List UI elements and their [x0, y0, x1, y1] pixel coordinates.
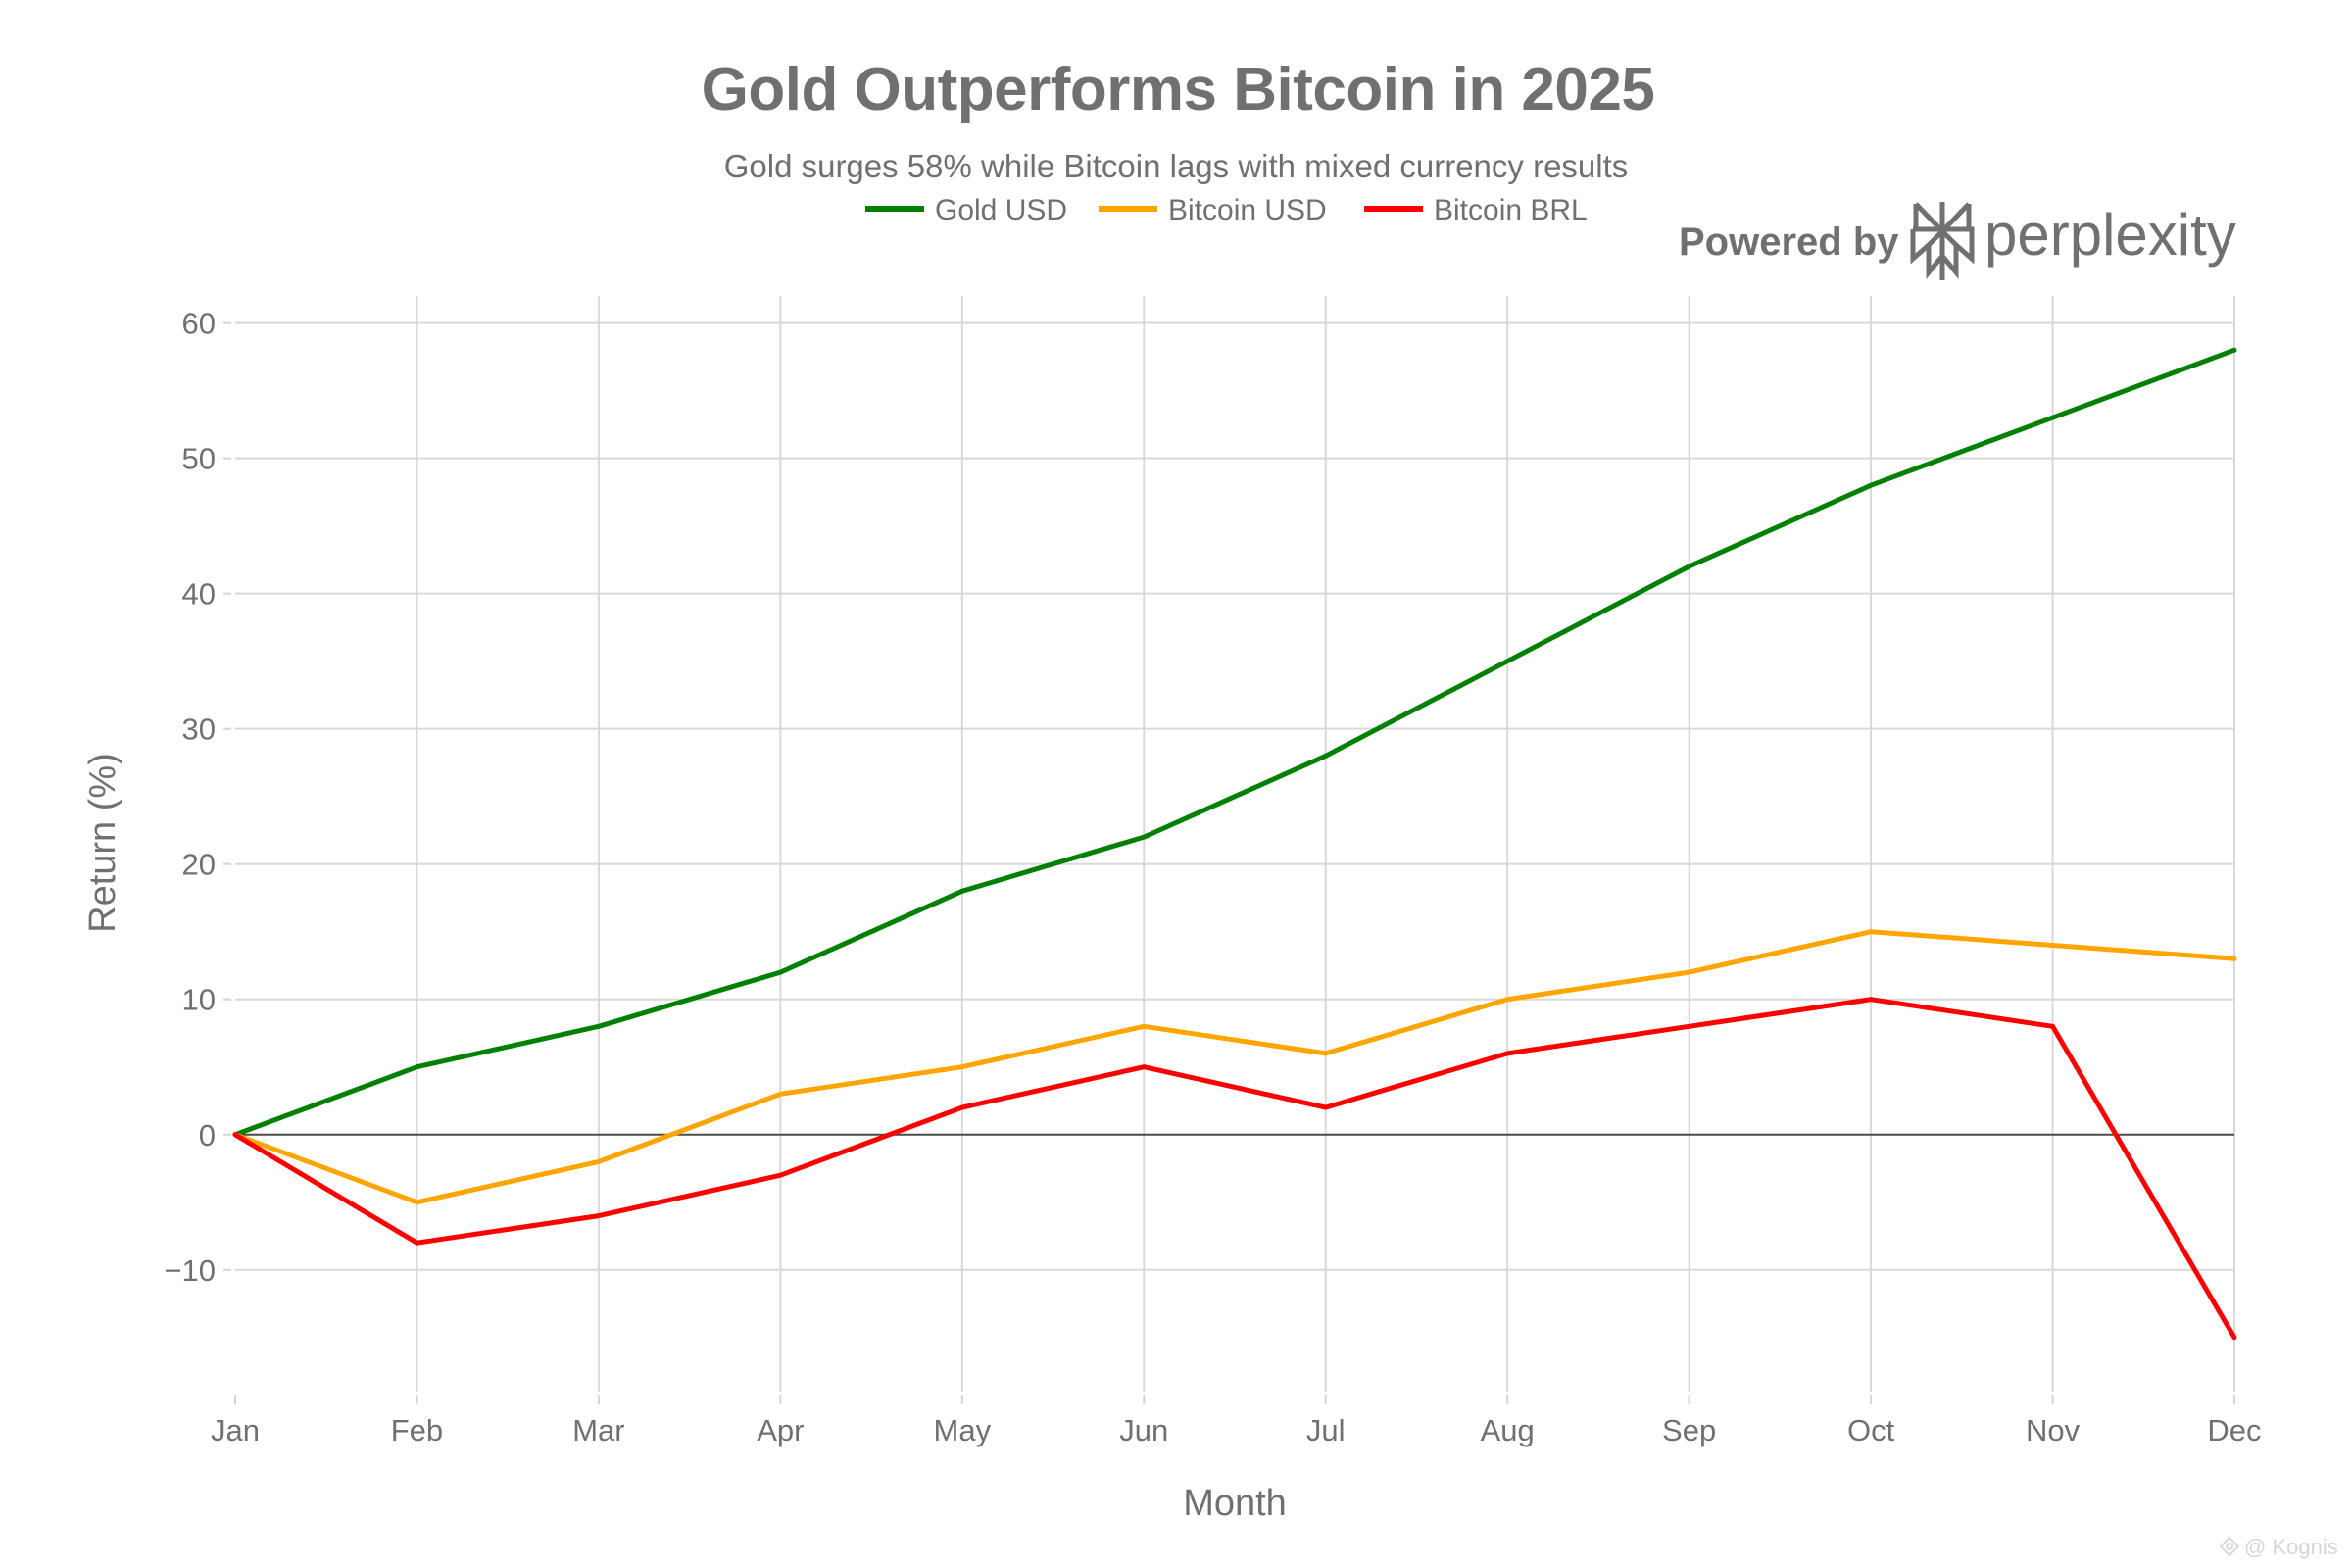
data-point-bitcoin-brl	[777, 1172, 783, 1178]
series-line-bitcoin-brl	[233, 997, 2237, 1340]
data-point-bitcoin-usd	[1141, 1023, 1147, 1029]
data-point-bitcoin-brl	[414, 1240, 419, 1246]
series-line-bitcoin-usd	[234, 929, 2235, 1205]
legend-item-bitcoin-brl[interactable]: Bitcoin BRL	[1364, 194, 1588, 226]
y-tick-label: 50	[182, 442, 216, 476]
series-line-gold-usd	[234, 347, 2235, 1138]
powered-by-badge: Powered by perplexity	[1679, 202, 2236, 280]
data-point-gold-usd	[777, 969, 783, 975]
legend-label: Gold USD	[935, 194, 1067, 226]
data-point-gold-usd	[596, 1023, 602, 1029]
perplexity-wordmark: perplexity	[1984, 202, 2236, 268]
data-point-gold-usd	[1323, 753, 1329, 759]
legend-label: Bitcoin BRL	[1434, 194, 1588, 226]
series-lines	[232, 347, 2237, 1341]
x-tick-label: Jun	[1119, 1413, 1168, 1447]
watermark: @ Kognis	[2219, 1535, 2338, 1559]
data-point-bitcoin-brl	[596, 1213, 602, 1219]
data-point-gold-usd	[1504, 659, 1510, 664]
data-point-gold-usd	[414, 1064, 419, 1070]
data-point-bitcoin-usd	[1323, 1051, 1329, 1056]
x-axis: Jan Feb Mar Apr May Jun Jul Aug Sep Oct Nov Dec	[211, 1395, 2262, 1447]
data-point-gold-usd	[959, 888, 965, 894]
kognis-logo-icon	[2219, 1536, 2240, 1557]
x-tick-label: May	[934, 1413, 992, 1447]
y-tick-label: 60	[182, 307, 216, 341]
y-tick-label: 30	[182, 712, 216, 747]
y-axis: −10 0 10 20 30 40 50 60	[164, 307, 231, 1288]
x-tick-label: Oct	[1847, 1413, 1895, 1447]
powered-by-label: Powered by	[1679, 220, 1899, 264]
y-axis-title: Return (%)	[82, 753, 123, 933]
data-point-bitcoin-brl	[1868, 997, 1874, 1003]
y-tick-label: 10	[182, 983, 216, 1017]
x-tick-label: Feb	[391, 1413, 443, 1447]
data-point-bitcoin-brl	[1504, 1051, 1510, 1056]
data-point-bitcoin-usd	[2050, 943, 2056, 949]
x-tick-label: Dec	[2207, 1413, 2261, 1447]
x-tick-label: Mar	[572, 1413, 624, 1447]
data-point-gold-usd	[2050, 415, 2056, 420]
data-point-bitcoin-usd	[777, 1091, 783, 1097]
data-point-bitcoin-brl	[1323, 1104, 1329, 1110]
x-tick-label: Sep	[1662, 1413, 1716, 1447]
legend: Gold USD Bitcoin USD Bitcoin BRL	[865, 194, 1588, 226]
grid	[235, 296, 2235, 1392]
legend-item-gold-usd[interactable]: Gold USD	[865, 194, 1067, 226]
data-point-bitcoin-brl	[232, 1132, 238, 1138]
data-point-bitcoin-brl	[2231, 1335, 2237, 1341]
chart-title: Gold Outperforms Bitcoin in 2025	[702, 56, 1655, 123]
data-point-bitcoin-brl	[2050, 1023, 2056, 1029]
data-point-bitcoin-usd	[959, 1064, 965, 1070]
x-axis-title: Month	[1183, 1483, 1287, 1524]
data-point-bitcoin-usd	[414, 1200, 419, 1205]
watermark-text: @ Kognis	[2244, 1535, 2338, 1559]
data-point-gold-usd	[1687, 564, 1692, 569]
perplexity-logo-icon	[1910, 202, 1975, 280]
y-tick-label: 0	[199, 1118, 216, 1152]
y-tick-label: 20	[182, 848, 216, 882]
x-tick-label: Apr	[757, 1413, 804, 1447]
legend-item-bitcoin-usd[interactable]: Bitcoin USD	[1099, 194, 1327, 226]
data-point-bitcoin-brl	[1141, 1064, 1147, 1070]
data-point-bitcoin-usd	[596, 1158, 602, 1164]
data-point-bitcoin-brl	[959, 1104, 965, 1110]
data-point-bitcoin-usd	[1504, 997, 1510, 1003]
data-point-gold-usd	[1868, 482, 1874, 488]
y-tick-label: −10	[164, 1253, 216, 1288]
data-point-gold-usd	[2231, 347, 2237, 353]
x-tick-label: Nov	[2026, 1413, 2081, 1447]
x-tick-label: Jul	[1306, 1413, 1346, 1447]
data-point-bitcoin-usd	[1868, 929, 1874, 935]
data-point-gold-usd	[1141, 834, 1147, 840]
x-tick-label: Aug	[1481, 1413, 1535, 1447]
x-tick-label: Jan	[211, 1413, 260, 1447]
legend-label: Bitcoin USD	[1168, 194, 1327, 226]
data-point-bitcoin-brl	[1687, 1023, 1692, 1029]
chart-subtitle: Gold surges 58% while Bitcoin lags with …	[724, 148, 1629, 184]
data-point-bitcoin-usd	[2231, 956, 2237, 961]
y-tick-label: 40	[182, 577, 216, 612]
data-point-bitcoin-usd	[1687, 969, 1692, 975]
